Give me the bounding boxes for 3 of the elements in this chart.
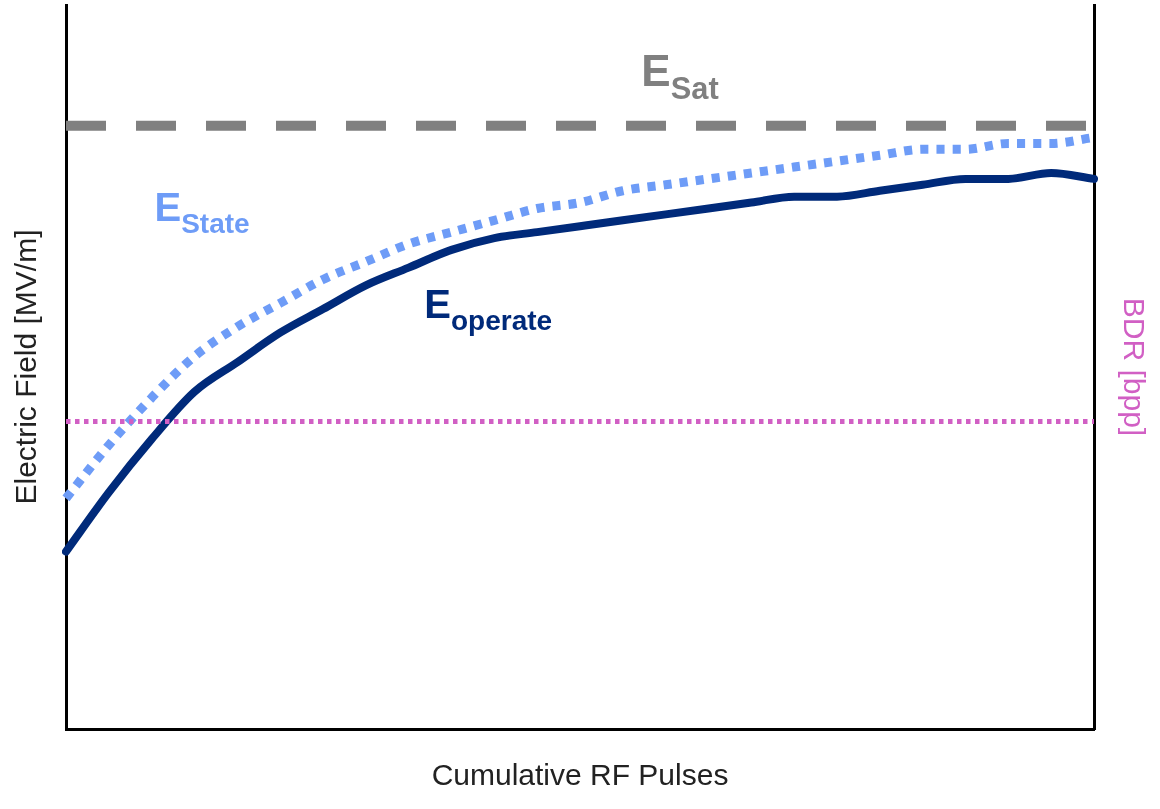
y2-axis-title: BDR [bpp] [1117,297,1151,437]
x-axis-title: Cumulative RF Pulses [431,758,729,792]
y-axis-title: Electric Field [MV/m] [9,229,43,505]
